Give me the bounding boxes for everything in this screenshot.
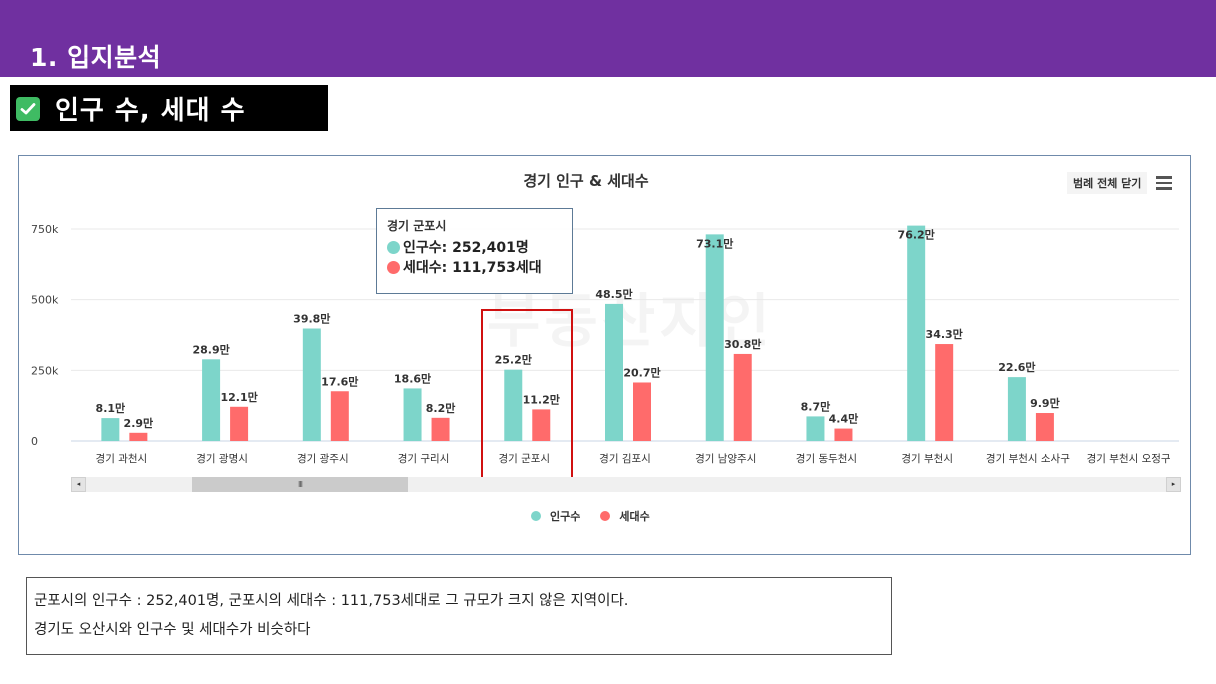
comment-box: 군포시의 인구수 : 252,401명, 군포시의 세대수 : 111,753세…: [26, 577, 892, 655]
chart-title: 경기 인구 & 세대수: [523, 172, 649, 190]
check-box-icon: [16, 97, 40, 121]
data-label: 20.7만: [623, 365, 660, 379]
bar-households[interactable]: [633, 382, 651, 441]
bar-population[interactable]: [302, 328, 321, 441]
data-label: 34.3만: [926, 327, 963, 341]
bar-households[interactable]: [935, 344, 954, 441]
legend-item-population[interactable]: 인구수: [531, 508, 580, 524]
highlight-box: [481, 309, 573, 491]
hamburger-menu-icon[interactable]: [1156, 176, 1172, 190]
tooltip-households-value: 세대수: 111,753세대: [403, 260, 542, 276]
bar-households[interactable]: [733, 353, 752, 441]
x-tick-label: 경기 부천시 오정구: [1087, 452, 1171, 465]
data-label: 28.9만: [192, 342, 229, 356]
scroll-right-arrow-icon[interactable]: ▸: [1166, 477, 1181, 492]
households-dot-icon: [387, 260, 400, 274]
data-label: 8.7만: [801, 399, 831, 413]
y-tick-label: 0: [31, 435, 38, 448]
x-axis: 경기 과천시 경기 광명시 경기 광주시 경기 구리시 경기 군포시 경기 김포시 경기 남…: [96, 452, 1171, 465]
bar-population[interactable]: [605, 303, 623, 441]
tooltip-row-population: 인구수: 252,401명: [387, 237, 562, 257]
x-tick-label: 경기 구리시: [398, 452, 450, 465]
legend-population-label: 인구수: [550, 510, 581, 523]
bar-households[interactable]: [532, 409, 551, 441]
subsection-banner: 인구 수, 세대 수: [10, 85, 328, 131]
population-dot-icon: [387, 240, 400, 254]
tooltip-row-households: 세대수: 111,753세대: [387, 257, 562, 277]
x-tick-label: 경기 광주시: [297, 452, 349, 465]
y-tick-label: 750k: [31, 223, 59, 236]
comment-line: 경기도 오산시와 인구수 및 세대수가 비슷하다: [34, 622, 311, 638]
legend-population-dot-icon: [531, 511, 541, 521]
legend-households-label: 세대수: [619, 510, 650, 523]
bar-population[interactable]: [1007, 377, 1026, 441]
x-tick-label: 경기 부천시: [901, 452, 953, 465]
x-tick-label: 경기 동두천시: [796, 452, 857, 465]
grid-lines: [71, 228, 1179, 442]
bar-households[interactable]: [834, 428, 853, 441]
comment-line: 군포시의 인구수 : 252,401명, 군포시의 세대수 : 111,753세…: [34, 593, 629, 609]
x-tick-label: 경기 부천시 소사구: [986, 452, 1070, 465]
data-label: 4.4만: [829, 412, 859, 426]
y-axis: 0 250k 500k 750k: [31, 223, 59, 448]
data-label: 25.2만: [495, 353, 532, 367]
data-label: 30.8만: [724, 337, 761, 351]
data-label: 22.6만: [998, 360, 1035, 374]
data-label: 8.2만: [426, 401, 456, 415]
legend-item-households[interactable]: 세대수: [600, 508, 650, 524]
data-label: 48.5만: [595, 287, 632, 301]
data-label: 11.2만: [523, 392, 560, 406]
data-label: 9.9만: [1030, 396, 1060, 410]
legend-toggle-button[interactable]: 범례 전체 닫기: [1067, 172, 1148, 194]
horizontal-scrollbar[interactable]: ◂ III ▸: [71, 477, 1181, 492]
bar-population[interactable]: [403, 388, 422, 441]
section-header: 1. 입지분석: [0, 0, 1216, 77]
data-label: 8.1만: [96, 401, 126, 415]
bar-series: [101, 225, 1054, 441]
scroll-left-arrow-icon[interactable]: ◂: [71, 477, 86, 492]
subsection-title: 인구 수, 세대 수: [55, 96, 246, 126]
bar-households[interactable]: [431, 417, 450, 441]
x-tick-label: 경기 남양주시: [695, 452, 756, 465]
tooltip: 경기 군포시 인구수: 252,401명 세대수: 111,753세대: [376, 208, 573, 294]
section-title: 1. 입지분석: [30, 43, 162, 72]
bar-population[interactable]: [101, 418, 120, 441]
bar-households[interactable]: [1035, 413, 1054, 441]
bar-households[interactable]: [230, 406, 249, 441]
bar-households[interactable]: [129, 432, 148, 441]
bar-households[interactable]: [330, 391, 349, 441]
data-label: 2.9만: [124, 416, 154, 430]
bar-chart: 경기 인구 & 세대수 0 250k 500k 750k 8.1만2.9만 28.9만 1…: [31, 172, 1179, 465]
bar-population[interactable]: [504, 369, 523, 441]
x-tick-label: 경기 군포시: [498, 452, 550, 465]
legend-households-dot-icon: [600, 511, 611, 521]
data-label: 73.1만: [696, 236, 733, 250]
y-tick-label: 500k: [31, 294, 59, 307]
x-tick-label: 경기 과천시: [96, 452, 148, 465]
data-label: 76.2만: [898, 228, 935, 242]
bar-population[interactable]: [907, 225, 926, 441]
chart-legend: 인구수 세대수: [531, 508, 670, 524]
tooltip-population-value: 인구수: 252,401명: [403, 240, 529, 256]
x-tick-label: 경기 김포시: [599, 452, 651, 465]
data-labels: 8.1만2.9만 28.9만 12.1만 39.8만 17.6만 18.6만 8.2만 25.…: [96, 228, 1060, 430]
x-tick-label: 경기 광명시: [196, 452, 248, 465]
tooltip-title: 경기 군포시: [387, 219, 447, 233]
bar-population[interactable]: [705, 234, 724, 441]
data-label: 12.1만: [220, 390, 257, 404]
scrollbar-thumb[interactable]: III: [192, 477, 408, 492]
data-label: 17.6만: [321, 374, 358, 388]
data-label: 39.8만: [293, 311, 330, 325]
data-label: 18.6만: [394, 371, 431, 385]
y-tick-label: 250k: [31, 364, 59, 377]
bar-population[interactable]: [202, 359, 221, 441]
bar-population[interactable]: [806, 416, 825, 441]
